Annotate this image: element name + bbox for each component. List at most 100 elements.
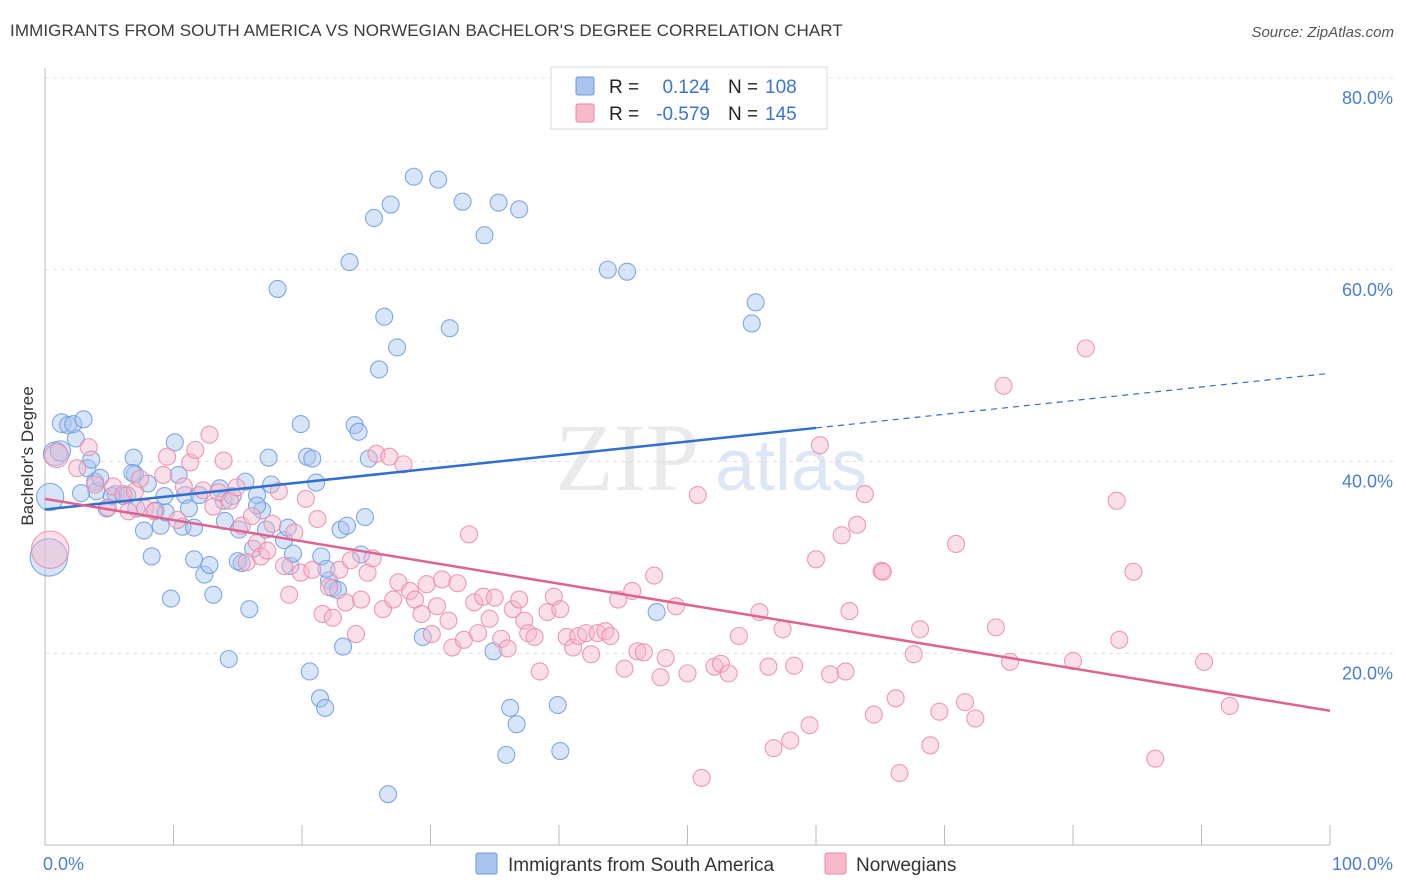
immigrants-point — [316, 698, 335, 717]
x-tick-label: 0.0% — [43, 854, 84, 874]
immigrants-point — [195, 565, 214, 584]
immigrants-point — [618, 262, 637, 281]
immigrants-point — [510, 200, 529, 219]
series-norwegians-points — [30, 339, 1239, 787]
norwegians-point — [729, 626, 748, 646]
norwegians-point — [204, 497, 223, 516]
immigrants-point — [375, 307, 394, 326]
norwegians-point — [645, 566, 664, 585]
norwegians-point — [313, 604, 332, 623]
norwegians-point — [258, 541, 277, 560]
norwegians-point — [492, 629, 511, 648]
correlation-legend: R = 0.124 N = 108 R = -0.579 N = 145 — [550, 66, 828, 130]
immigrants-point — [253, 501, 272, 520]
norwegians-point — [966, 709, 985, 728]
norwegians-point — [904, 645, 923, 664]
immigrants-point — [548, 695, 567, 715]
norwegians-point — [336, 593, 355, 612]
immigrants-point — [169, 465, 188, 484]
immigrants-point — [64, 415, 83, 434]
norwegians-point — [551, 600, 570, 619]
immigrants-trend-extension — [815, 372, 1331, 429]
immigrants-point — [49, 440, 72, 462]
legend-r-value: -0.579 — [656, 104, 710, 125]
norwegians-point — [759, 657, 778, 676]
norwegians-point — [200, 425, 219, 444]
watermark: ZIP atlas — [555, 404, 867, 511]
norwegians-point — [821, 665, 840, 684]
norwegians-point — [530, 662, 549, 681]
legend-label-norwegians: Norwegians — [856, 855, 956, 876]
norwegians-point — [1124, 562, 1143, 581]
norwegians-point — [719, 664, 738, 683]
legend-n-label: N = — [728, 104, 758, 125]
norwegians-point — [855, 485, 874, 504]
norwegians-point — [873, 562, 892, 581]
norwegians-point — [131, 469, 150, 488]
immigrants-point — [303, 449, 322, 468]
norwegians-point — [656, 648, 675, 668]
norwegians-point — [986, 618, 1005, 637]
norwegians-point — [380, 447, 399, 466]
immigrants-point — [142, 547, 161, 566]
norwegians-point — [688, 486, 707, 505]
immigrants-point — [746, 293, 765, 312]
norwegians-trend-line — [44, 497, 1331, 713]
norwegians-point — [525, 627, 544, 647]
norwegians-point — [412, 604, 431, 623]
norwegians-point — [615, 659, 634, 678]
norwegians-point — [498, 639, 517, 658]
immigrants-point — [223, 486, 242, 506]
norwegians-point — [214, 451, 233, 470]
immigrants-point — [349, 422, 368, 441]
trend-lines — [44, 372, 1331, 713]
norwegians-point — [930, 702, 949, 721]
immigrants-point — [337, 516, 357, 535]
norwegians-point — [1146, 749, 1165, 768]
norwegians-point — [194, 481, 213, 500]
immigrants-point — [259, 448, 278, 467]
immigrants-point — [355, 508, 375, 527]
norwegians-point — [1110, 630, 1129, 649]
norwegians-point — [296, 489, 315, 508]
y-tick-label: 80.0% — [1342, 88, 1393, 108]
immigrants-point — [200, 555, 219, 575]
norwegians-point — [114, 485, 133, 504]
norwegians-point — [510, 590, 529, 609]
immigrants-point — [300, 662, 319, 681]
norwegians-point — [692, 768, 711, 787]
norwegians-point — [400, 581, 419, 600]
immigrants-point — [214, 491, 233, 510]
series-legend: Immigrants from South America Norwegians — [475, 852, 956, 876]
norwegians-point — [651, 668, 670, 687]
norwegians-point — [666, 597, 685, 616]
norwegians-point — [86, 475, 105, 494]
norwegians-point — [596, 622, 615, 641]
norwegians-point — [303, 560, 322, 579]
x-tick-labels: 0.0% 100.0% — [43, 854, 1393, 874]
immigrants-point — [497, 745, 516, 764]
norwegians-point — [994, 376, 1013, 395]
y-tick-label: 20.0% — [1342, 663, 1393, 683]
immigrants-point — [429, 170, 448, 189]
legend-swatch-pink — [575, 103, 595, 123]
immigrants-point — [489, 193, 508, 212]
immigrants-point — [165, 433, 184, 452]
norwegians-point — [433, 570, 452, 589]
norwegians-point — [417, 575, 436, 594]
immigrants-trend-line — [44, 426, 817, 511]
norwegians-point — [319, 578, 339, 597]
norwegians-point — [448, 574, 467, 593]
immigrants-point — [340, 253, 359, 272]
norwegians-point — [911, 620, 930, 639]
norwegians-point — [427, 597, 446, 616]
norwegians-point — [330, 560, 349, 579]
immigrants-point — [35, 482, 65, 512]
legend-swatch-blue — [575, 76, 595, 96]
norwegians-point — [947, 534, 966, 554]
series-immigrants-points — [29, 167, 765, 804]
immigrants-point — [71, 484, 91, 503]
norwegians-point — [465, 593, 484, 612]
norwegians-point — [806, 550, 826, 569]
